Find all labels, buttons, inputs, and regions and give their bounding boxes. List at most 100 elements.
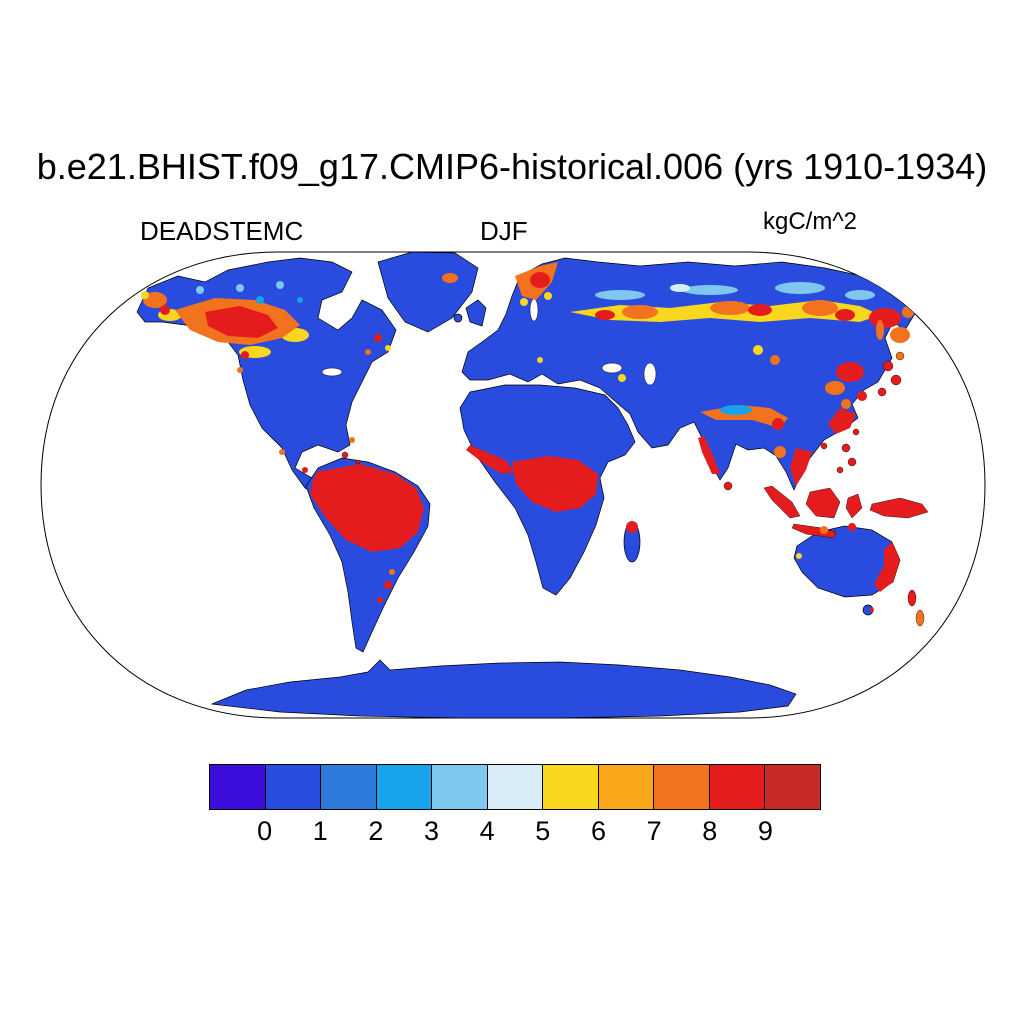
australia-north-red [848,523,856,531]
far-east-orange [890,327,910,343]
se-china-coast-patch [828,408,856,434]
colorbar-tick-label: 8 [702,816,718,846]
sulawesi [845,493,863,519]
tasmania-red [870,608,874,612]
brazil-coast-3 [389,569,395,575]
iceland-orange [442,273,458,283]
colorbar-box [653,764,710,810]
tropical-high-value-regions [279,408,929,603]
pacific-nw-orange [237,367,243,373]
colorbar-tick-label: 7 [646,816,662,846]
borneo [805,487,841,519]
kamchatka-orange [902,306,914,318]
cyan-speckle [256,296,264,304]
arctic-lightblue [682,285,738,295]
arctic-lightblue [595,290,645,300]
alaska-red [160,305,170,315]
altai-yellow [753,345,763,355]
alps-yellow [537,357,543,363]
caribbean-2 [355,459,361,465]
sumatra [763,485,801,519]
island-britain [465,299,487,327]
caspian-sea [643,362,657,386]
colorbar-box [209,764,266,810]
nova-scotia-yellow [385,345,391,351]
new-zealand-south [915,609,925,627]
central-america-1 [302,467,308,473]
scandinavia-yellow [544,292,552,300]
siberia-orange [802,300,838,316]
far-east-red [869,308,901,328]
manchuria-red [836,362,864,382]
colorbar-tick-label: 5 [535,816,551,846]
colorbar-tick-label: 6 [590,816,606,846]
florida-patch [349,437,355,443]
siberia-orange [622,305,658,319]
colorbar-box [375,764,433,810]
sri-lanka [723,481,733,491]
new-zealand-north [907,589,917,607]
australia-east-coast [874,542,900,592]
australia-west-yellow [796,553,802,559]
philippines-1 [841,443,851,453]
great-lakes [321,367,343,377]
philippines-2 [847,457,857,467]
caribbean-1 [341,451,349,459]
colorbar-box [764,764,822,810]
tibet-cyan [720,405,752,415]
se-china-orange [841,399,851,409]
siberia-red [835,309,855,321]
arctic-lightblue [775,282,825,294]
variable-label: DEADSTEMC [140,216,304,246]
alaska-orange [143,292,167,308]
units-label: kgC/m^2 [763,208,857,235]
colorbar-box [708,764,766,810]
arctic-lightblue [845,290,875,300]
colorbar-tick-label: 9 [757,816,773,846]
nova-scotia-orange [365,349,371,355]
new-guinea [869,497,929,519]
scandinavia-yellow [520,298,528,306]
turkey-yellow [618,374,626,382]
colorbar-box [431,764,488,810]
australia-north-orange [820,526,828,534]
colorbar-tick-label: 3 [424,816,440,846]
season-label: DJF [480,216,528,246]
hainan [820,442,828,450]
colorbar-tick-label: 2 [368,816,384,846]
congo-high-patch [512,456,598,512]
cyan-speckle [297,297,303,303]
colorbar-tick-labels: 0 1 2 3 4 5 6 7 8 9 [209,816,821,852]
boreal-band-eurasia [442,262,910,430]
guinea-coast-patch [466,445,515,474]
mexico-west-patch [279,449,285,455]
siberia-red [748,304,772,316]
japan-1 [882,360,894,372]
brazil-coast-2 [377,597,383,603]
pacific-nw-red [241,351,249,359]
philippines-3 [836,466,844,474]
inland-seas [321,298,657,386]
colorbar-box [597,764,655,810]
island-ireland [453,313,463,323]
scandinavia-red [530,272,550,288]
korea-red [857,391,867,401]
colorbar-tick-label: 0 [257,816,273,846]
japan-2 [890,374,902,386]
se-tibet-red [772,418,784,430]
siberia-orange [710,301,750,315]
thailand-patch [774,446,786,458]
baltic-sea [529,298,539,322]
arctic-paleblue [670,284,690,292]
altai-orange [770,355,780,365]
sakhalin-orange [876,320,884,340]
alaska-yellow [141,291,149,299]
lightblue-speckle [276,281,284,289]
colorbar-box [264,764,322,810]
colorbar-box [542,764,599,810]
figure-title: b.e21.BHIST.f09_g17.CMIP6-historical.006… [36,146,988,187]
colorbar-tick-label: 4 [479,816,495,846]
central-america-2 [312,479,318,485]
